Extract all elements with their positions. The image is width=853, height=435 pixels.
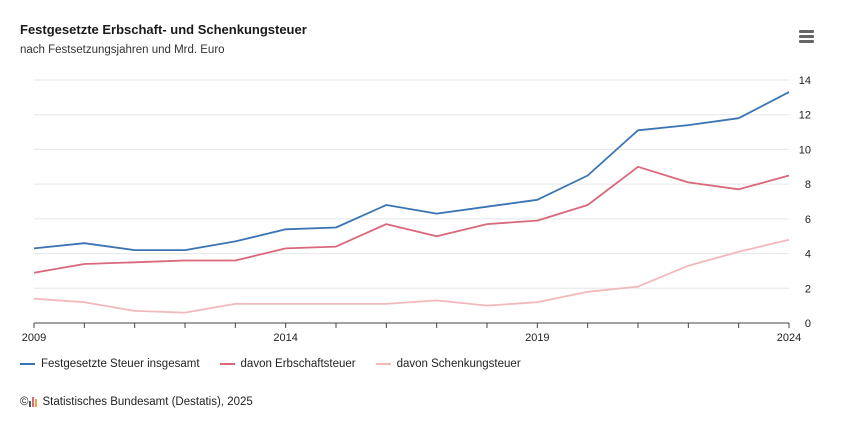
series-line-2 xyxy=(33,165,790,274)
legend-swatch xyxy=(20,363,35,365)
legend-swatch xyxy=(375,363,391,365)
series-line-1 xyxy=(33,91,790,252)
y-tick-label: 12 xyxy=(799,110,811,122)
legend-item-1[interactable]: Festgesetzte Steuer insgesamt xyxy=(20,358,200,370)
legend-item-2[interactable]: davon Erbschaftsteuer xyxy=(219,358,356,370)
destatis-logo-icon xyxy=(29,397,39,407)
series-lines xyxy=(33,91,790,314)
chart-subtitle: nach Festsetzungsjahren und Mrd. Euro xyxy=(20,44,225,56)
x-tick-label: 2019 xyxy=(525,332,549,344)
credits[interactable]: © Statistisches Bundesamt (Destatis), 20… xyxy=(20,396,253,408)
series-line-3 xyxy=(33,238,790,314)
legend: Festgesetzte Steuer insgesamt davon Erbsc… xyxy=(20,358,541,370)
grid-lines xyxy=(34,79,789,289)
legend-item-3[interactable]: davon Schenkungsteuer xyxy=(375,358,521,370)
legend-label: davon Erbschaftsteuer xyxy=(240,358,356,370)
y-tick-label: 4 xyxy=(805,249,811,261)
menu-bar xyxy=(799,35,814,38)
y-tick-label: 6 xyxy=(805,214,811,226)
hamburger-menu-icon[interactable] xyxy=(796,27,818,45)
copyright-symbol: © xyxy=(20,396,29,408)
legend-label: Festgesetzte Steuer insgesamt xyxy=(41,358,200,370)
x-tick-label: 2024 xyxy=(777,332,801,344)
x-tick-label: 2009 xyxy=(22,332,46,344)
credits-text: Statistisches Bundesamt (Destatis), 2025 xyxy=(42,396,253,408)
y-tick-label: 14 xyxy=(799,75,811,87)
menu-bar xyxy=(799,40,814,43)
x-tick-label: 2014 xyxy=(273,332,297,344)
legend-label: davon Schenkungsteuer xyxy=(396,358,521,370)
y-axis-ticks: 0 2 4 6 8 10 12 14 xyxy=(799,75,811,330)
y-tick-label: 2 xyxy=(805,283,811,295)
y-tick-label: 8 xyxy=(805,179,811,191)
chart-title: Festgesetzte Erbschaft- und Schenkungste… xyxy=(20,22,307,37)
x-axis: 2009 2014 2019 2024 xyxy=(22,322,801,344)
y-tick-label: 10 xyxy=(799,144,811,156)
menu-bar xyxy=(799,30,814,33)
legend-swatch xyxy=(219,363,235,365)
y-tick-label: 0 xyxy=(805,318,811,330)
line-chart: 0 2 4 6 8 10 12 14 2009 2014 2019 2024 xyxy=(22,75,811,344)
